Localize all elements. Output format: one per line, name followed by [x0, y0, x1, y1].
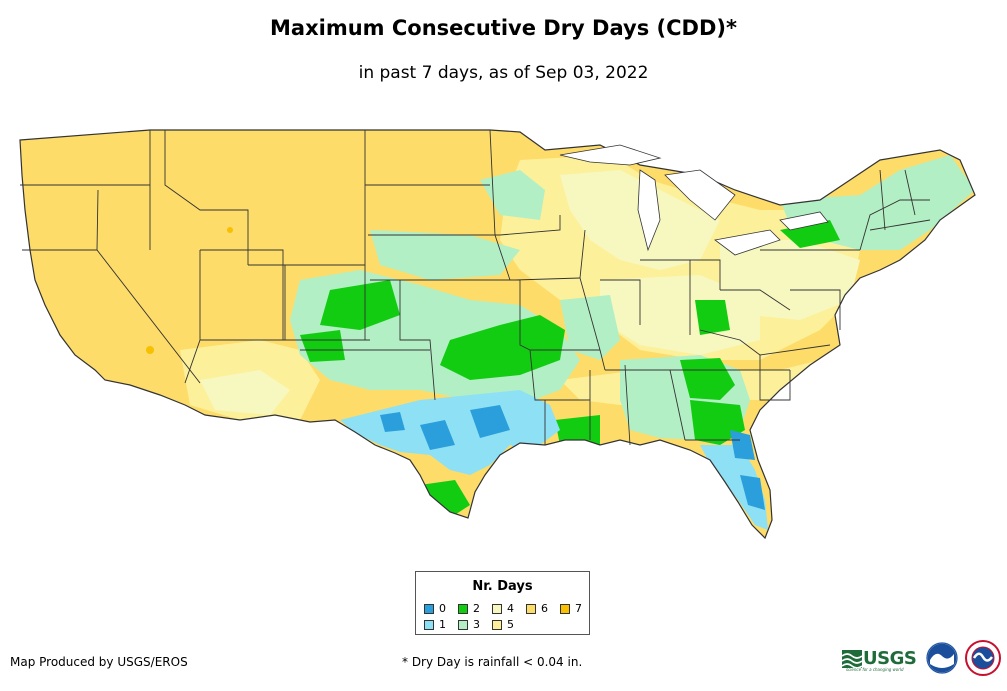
legend-item-6: 6: [526, 602, 548, 615]
legend-label: 6: [541, 602, 548, 615]
usgs-wordmark: USGS: [863, 648, 917, 669]
agency-logos: USGS science for a changing world: [842, 640, 1002, 682]
legend-item-7: 7: [560, 602, 582, 615]
legend-item-1: 1: [424, 618, 446, 631]
dry-day-footnote: * Dry Day is rainfall < 0.04 in.: [402, 655, 583, 669]
legend-swatch: [560, 603, 570, 614]
legend-swatch: [526, 603, 536, 614]
legend-label: 2: [473, 602, 480, 615]
legend-swatch: [492, 619, 502, 630]
legend: Nr. Days 0 1 2 3 4 5 6 7: [415, 571, 590, 635]
legend-label: 7: [575, 602, 582, 615]
legend-label: 5: [507, 618, 514, 631]
legend-label: 0: [439, 602, 446, 615]
usgs-tagline: science for a changing world: [846, 667, 904, 672]
legend-swatch: [424, 603, 434, 614]
legend-item-3: 3: [458, 618, 480, 631]
legend-swatch: [424, 619, 434, 630]
dry-day-zones: [146, 155, 975, 530]
legend-item-0: 0: [424, 602, 446, 615]
legend-swatch: [458, 619, 468, 630]
legend-label: 4: [507, 602, 514, 615]
legend-title: Nr. Days: [472, 579, 533, 594]
noaa-logo-icon[interactable]: [926, 642, 958, 674]
producer-credit: Map Produced by USGS/EROS: [10, 655, 188, 669]
us-dry-days-map: [19, 129, 976, 539]
usgs-logo[interactable]: USGS: [842, 648, 917, 669]
usgs-wave-icon: [842, 649, 862, 668]
state-borders: [20, 129, 931, 446]
legend-item-2: 2: [458, 602, 480, 615]
map-title: Maximum Consecutive Dry Days (CDD)*: [270, 16, 737, 40]
nws-logo-icon[interactable]: [965, 640, 1001, 676]
map-subtitle: in past 7 days, as of Sep 03, 2022: [358, 63, 649, 83]
legend-item-4: 4: [492, 602, 514, 615]
legend-swatch: [492, 603, 502, 614]
great-lakes: [559, 144, 829, 256]
legend-item-5: 5: [492, 618, 514, 631]
legend-label: 3: [473, 618, 480, 631]
legend-label: 1: [439, 618, 446, 631]
legend-swatch: [458, 603, 468, 614]
